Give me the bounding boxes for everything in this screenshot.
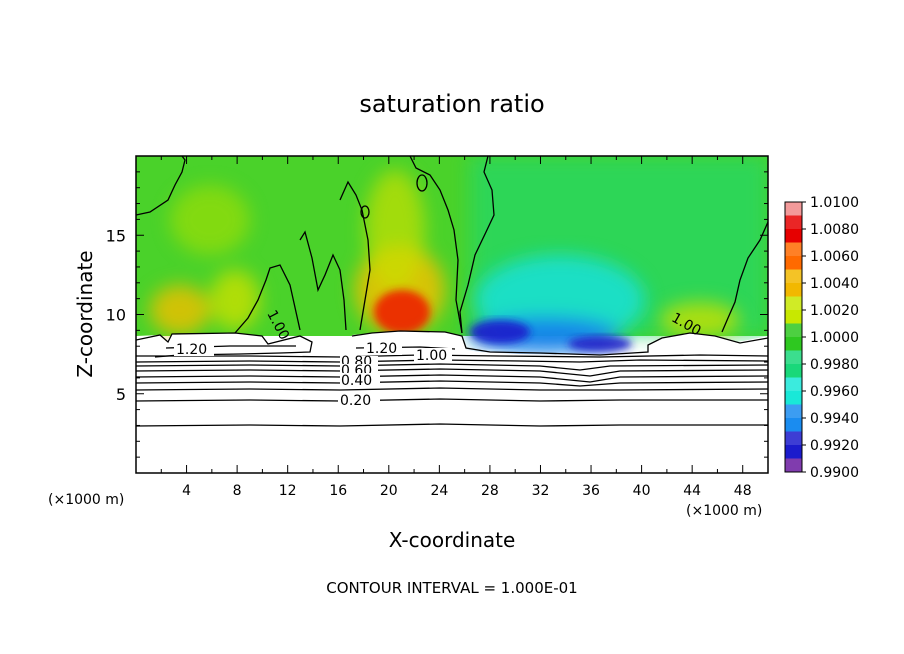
- y-axis: 5 10 15: [106, 171, 768, 458]
- colorbar-swatch: [785, 431, 802, 445]
- colorbar-swatch: [785, 350, 802, 364]
- colorbar-swatch: [785, 296, 802, 310]
- plot-area: 1.20 1.20 1.00 1.00 1.00 0.80 0.60 0.40 …: [136, 156, 768, 473]
- contour-labels: 1.20 1.20 1.00 1.00 1.00 0.80 0.60 0.40 …: [174, 308, 704, 409]
- x-unit-left: (×1000 m): [48, 492, 124, 508]
- colorbar-swatch: [785, 337, 802, 351]
- contour-1-00-right-plume: [459, 156, 495, 334]
- colorbar-swatch: [785, 242, 802, 256]
- colorbar-label: 1.0100: [810, 195, 859, 211]
- colorbar-swatch: [785, 404, 802, 418]
- contour-label: 1.20: [366, 341, 397, 357]
- colorbar: 1.0100 1.0080 1.0060 1.0040 1.0020 1.0000 0.99…: [784, 195, 859, 481]
- colorbar-label: 0.9960: [810, 384, 859, 400]
- chart-title: saturation ratio: [359, 90, 544, 118]
- x-tick-label: 48: [734, 483, 752, 499]
- contour-0-30: [136, 387, 768, 391]
- colorbar-label: 0.9980: [810, 357, 859, 373]
- colorbar-label: 1.0060: [810, 249, 859, 265]
- x-axis: 4 8 12 16 20 24 28 32 36 40 44 48: [160, 156, 752, 499]
- colorbar-swatch: [785, 418, 802, 432]
- contour-1-00-far-right: [721, 221, 768, 333]
- contour-small-island: [416, 174, 428, 192]
- contour-1-00-left-tongue: [234, 264, 301, 334]
- colorbar-swatch: [785, 310, 802, 324]
- y-tick-label: 15: [106, 226, 126, 245]
- x-tick-label: 24: [430, 483, 448, 499]
- contour-label: 1.20: [176, 342, 207, 358]
- colorbar-label: 1.0080: [810, 222, 859, 238]
- contour-1-00-upper-left: [136, 156, 186, 216]
- contour-1-00-base: [136, 354, 768, 358]
- saturation-field: [136, 156, 768, 353]
- y-axis-title: Z-coordinate: [73, 250, 97, 377]
- contour-0-80: [136, 359, 768, 363]
- x-tick-label: 8: [233, 483, 242, 499]
- high-center-plume: [365, 170, 425, 290]
- contour-0-10: [136, 423, 768, 427]
- field-highs: [150, 170, 740, 338]
- colorbar-label: 0.9900: [810, 465, 859, 481]
- high-left: [150, 285, 210, 335]
- contour-label: 0.20: [340, 393, 371, 409]
- x-tick-label: 32: [532, 483, 550, 499]
- colorbar-swatch: [785, 364, 802, 378]
- contour-1-00-mid-left: [299, 230, 347, 331]
- contour-0-50: [136, 374, 768, 383]
- colorbar-swatch: [785, 269, 802, 283]
- colorbar-swatch: [785, 377, 802, 391]
- x-tick-label: 44: [683, 483, 701, 499]
- x-tick-label: 28: [481, 483, 499, 499]
- colorbar-swatch: [785, 391, 802, 405]
- x-unit-right: (×1000 m): [686, 503, 762, 519]
- contour-label: 0.40: [341, 373, 372, 389]
- colorbar-swatch: [785, 458, 802, 472]
- high-center-red: [374, 290, 430, 334]
- contour-0-40: [136, 380, 768, 387]
- colorbar-label: 0.9940: [810, 411, 859, 427]
- y-tick-label: 10: [106, 306, 126, 325]
- below-cloud: [136, 356, 768, 473]
- contour-cloud-left-edge: [136, 332, 313, 358]
- x-tick-label: 40: [633, 483, 651, 499]
- x-axis-title: X-coordinate: [389, 528, 516, 552]
- x-tick-label: 4: [182, 483, 191, 499]
- y-tick-label: 5: [116, 385, 126, 404]
- low-dark-blue: [470, 320, 530, 344]
- colorbar-swatch: [785, 283, 802, 297]
- colorbar-swatch: [785, 256, 802, 270]
- contour-interval-note: CONTOUR INTERVAL = 1.000E-01: [326, 579, 577, 597]
- x-tick-label: 36: [582, 483, 600, 499]
- x-tick-label: 16: [329, 483, 347, 499]
- contour-1-00-plume: [339, 180, 371, 331]
- contour-0-20: [136, 398, 768, 402]
- x-tick-label: 20: [380, 483, 398, 499]
- colorbar-swatch: [785, 445, 802, 459]
- colorbar-swatch: [785, 215, 802, 229]
- colorbar-label: 0.9920: [810, 438, 859, 454]
- contour-label: 1.00: [416, 348, 447, 364]
- colorbar-swatch: [785, 202, 802, 216]
- cloud-center: [136, 331, 768, 360]
- colorbar-swatch: [785, 229, 802, 243]
- contour-small-island-2: [360, 205, 370, 219]
- colorbar-label: 1.0000: [810, 330, 859, 346]
- colorbar-label: 1.0020: [810, 303, 859, 319]
- high-upper: [170, 185, 250, 255]
- contour-0-60: [136, 368, 768, 377]
- low-dark-blue-2: [568, 336, 632, 352]
- contour-1-00-upper-right: [409, 156, 463, 334]
- contour-cloud-center-edge: [351, 330, 768, 356]
- colorbar-swatch: [785, 323, 802, 337]
- high-left-2: [210, 270, 260, 330]
- high-right: [660, 302, 740, 338]
- colorbar-label: 1.0040: [810, 276, 859, 292]
- contour-0-70: [136, 363, 768, 371]
- x-tick-label: 12: [279, 483, 297, 499]
